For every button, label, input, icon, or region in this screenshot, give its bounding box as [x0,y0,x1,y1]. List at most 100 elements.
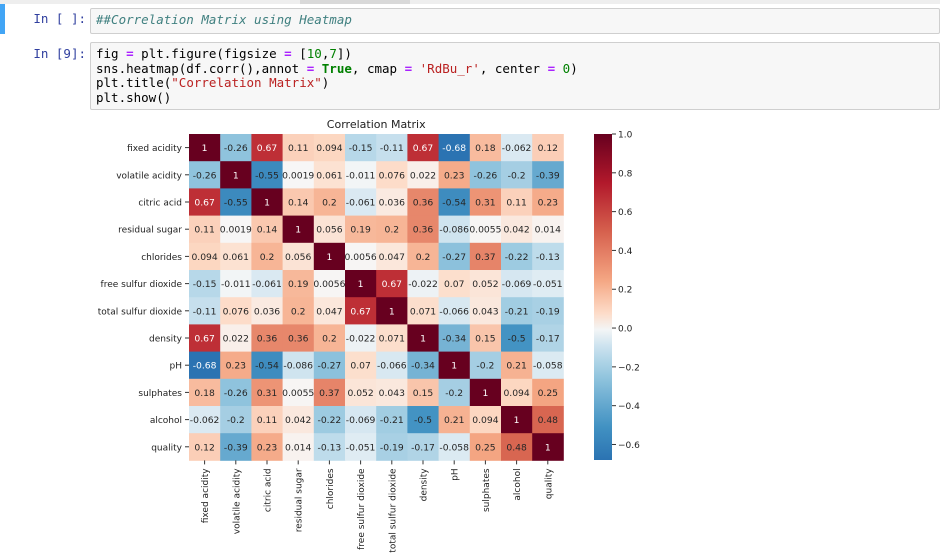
cell-annotation: 0.014 [285,442,311,453]
cell-annotation: -0.066 [439,306,469,317]
heatmap-cell [189,433,221,461]
heatmap-cell [376,378,408,407]
heatmap-cell [438,242,471,271]
cell-annotation: 0.2 [322,334,337,345]
cell-annotation: 0.047 [379,252,405,263]
notebook-cell-2[interactable]: In [9]: fig = plt.figure(figsize = [10,7… [0,40,940,112]
heatmap-cell [501,351,533,380]
heatmap-cell [469,297,502,325]
cell-annotation: 0.061 [316,170,342,181]
heatmap-cell [220,134,252,162]
cell-annotation: 0.071 [410,306,436,317]
heatmap-cell [345,215,377,244]
heatmap-cell [251,134,283,162]
heatmap-cell [313,406,346,434]
cell-annotation: -0.061 [252,279,282,290]
heatmap-cell [220,351,252,380]
code-input[interactable]: fig = plt.figure(figsize = [10,7]) sns.he… [90,42,940,110]
cell-annotation: 0.48 [538,415,559,426]
code-token: 10 [306,46,322,61]
code-token: = [547,60,556,76]
cell-annotation: -0.15 [349,143,373,154]
heatmap-cell [220,188,252,216]
cell-annotation: 0.036 [379,198,405,209]
heatmap-cell [345,161,377,189]
heatmap-cell [438,215,471,244]
code-token: = [306,60,315,76]
cell-annotation: -0.26 [474,170,498,181]
heatmap-cell [282,406,315,434]
heatmap-cell [376,433,408,461]
cell-annotation: -0.17 [536,334,560,345]
cell-annotation: -0.34 [411,361,435,372]
colorbar-tick-label: −0.6 [618,441,640,451]
code-token: plt.title( [96,75,172,90]
cell-annotation: 0.2 [291,306,306,317]
cell-annotation: -0.19 [380,442,404,453]
cell-annotation: -0.26 [193,170,217,181]
heatmap-cell [532,378,564,407]
cell-annotation: -0.2 [445,388,463,399]
code-token: 0 [562,60,571,76]
cell-annotation: -0.21 [380,415,404,426]
heatmap-cell [407,297,439,325]
y-tick-label: density [149,335,183,345]
heatmap-cell [376,270,408,298]
heatmap-cell [251,270,283,298]
cell-annotation: 0.0019 [220,225,252,236]
cell-prompt: In [9]: [33,46,86,61]
cell-annotation: 0.67 [194,198,215,209]
heatmap-cell [251,161,283,189]
code-token: , [321,46,330,61]
cell-annotation: 0.31 [257,388,277,399]
cell-annotation: 0.37 [475,252,496,263]
cell-annotation: 0.11 [194,225,214,236]
heatmap-cell [501,215,533,244]
cell-annotation: 1 [545,442,551,453]
heatmap-cell [469,188,502,216]
heatmap-cell [438,433,471,461]
heatmap-cell [469,134,502,162]
cell-annotation: 0.23 [226,361,247,372]
cell-annotation: 0.043 [379,388,405,399]
heatmap-cell [376,324,408,352]
cell-annotation: 0.076 [379,170,405,181]
heatmap-cell [376,161,408,189]
notebook-cell-1[interactable]: In [ ]: ##Correlation Matrix using Heatm… [0,4,940,34]
heatmap-cell [407,242,439,271]
code-token: [ [291,46,307,61]
heatmap-cell [345,351,377,380]
heatmap-cell [282,188,315,216]
code-token: 'RdBu_r' [419,60,480,76]
x-tick-label: citric acid [264,468,274,512]
cell-annotation: 0.043 [472,306,498,317]
heatmap-cell [532,297,564,325]
cell-annotation: 0.056 [316,225,342,236]
cell-annotation: -0.022 [346,334,376,345]
heatmap-cell [189,406,221,434]
cell-annotation: 0.19 [350,225,371,236]
heatmap-cell [407,406,439,434]
heatmap-cell [469,433,502,461]
cell-annotation: 0.21 [506,361,526,372]
cell-annotation: -0.058 [533,361,563,372]
cell-annotation: -0.15 [193,279,217,290]
cell-annotation: 0.094 [503,388,529,399]
code-input[interactable]: ##Correlation Matrix using Heatmap [90,8,940,34]
code-token: ]) [336,46,352,61]
cell-annotation: -0.26 [224,388,248,399]
code-token [555,61,563,76]
code-token: "Correlation Matrix" [171,75,322,90]
code-token: plt.figure(figsize [133,46,285,61]
cell-annotation: 0.07 [350,361,371,372]
y-tick-label: quality [151,443,182,453]
cell-annotation: 0.37 [319,388,340,399]
cell-annotation: -0.086 [283,361,313,372]
cell-annotation: 0.15 [413,388,434,399]
heatmap-cell [438,351,471,380]
cell-annotation: 1 [233,170,239,181]
cell-annotation: -0.13 [318,442,342,453]
cell-annotation: 1 [451,361,457,372]
heatmap-cell [532,242,564,271]
heatmap-cell [469,324,502,352]
